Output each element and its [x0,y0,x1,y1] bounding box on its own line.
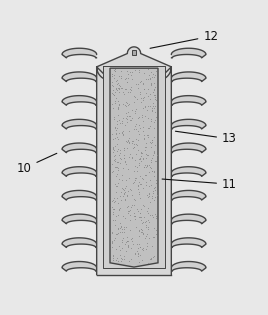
Polygon shape [171,191,206,200]
Polygon shape [62,214,97,224]
Polygon shape [62,119,97,129]
Polygon shape [62,191,97,200]
Polygon shape [171,238,206,248]
Polygon shape [62,261,97,271]
Polygon shape [62,167,97,176]
Text: 11: 11 [162,178,237,191]
Polygon shape [62,48,97,58]
Polygon shape [171,96,206,105]
Text: 13: 13 [176,131,237,145]
Polygon shape [110,68,158,267]
Polygon shape [62,143,97,153]
Text: 12: 12 [150,30,218,48]
Polygon shape [171,48,206,58]
Polygon shape [171,167,206,176]
Polygon shape [62,96,97,105]
Bar [132,50,136,55]
Polygon shape [171,72,206,82]
Polygon shape [171,214,206,224]
Polygon shape [171,119,206,129]
Polygon shape [171,261,206,271]
Polygon shape [97,47,171,275]
Polygon shape [103,66,165,268]
Polygon shape [171,143,206,153]
Polygon shape [62,72,97,82]
Text: 10: 10 [17,153,57,175]
Polygon shape [62,238,97,248]
